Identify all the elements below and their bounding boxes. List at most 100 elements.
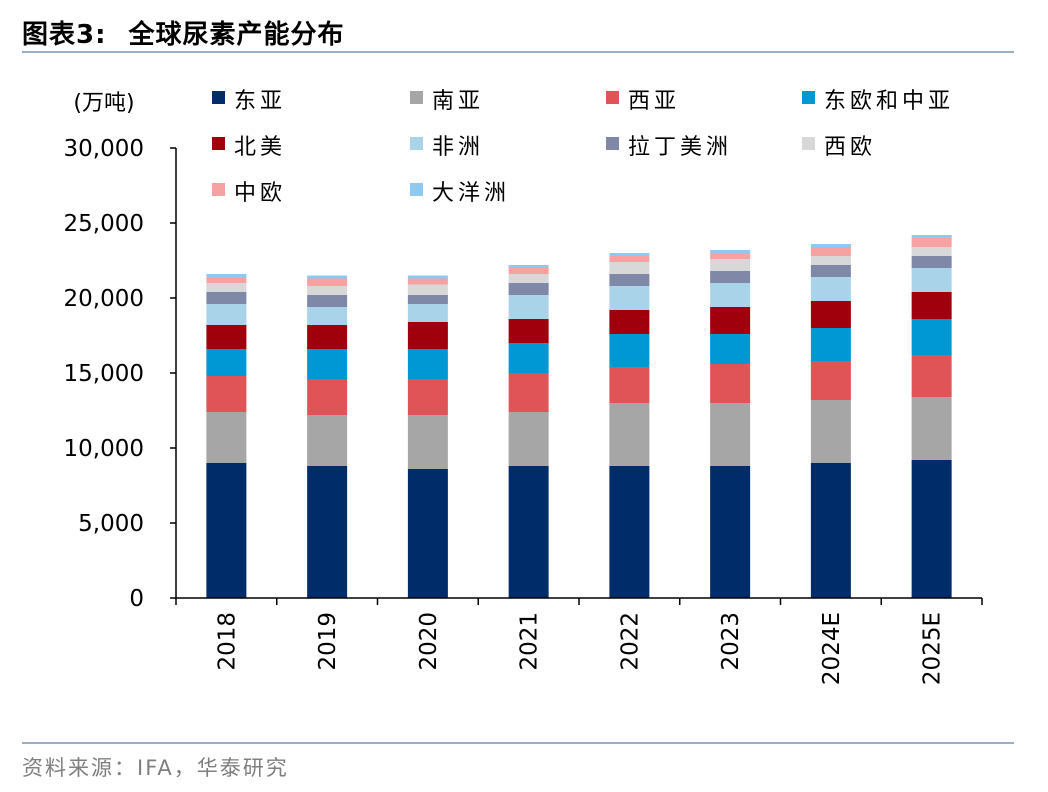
bar-segment	[407, 322, 448, 349]
figure-title-text: 全球尿素产能分布	[128, 20, 345, 50]
bar-segment	[911, 319, 952, 355]
bar-segment	[810, 256, 851, 265]
bar-segment	[810, 361, 851, 400]
bar-segment	[710, 259, 751, 271]
x-tick-label: 2022	[617, 612, 643, 671]
bar-segment	[407, 304, 448, 322]
x-tick-label: 2025E	[920, 612, 946, 685]
x-tick-label: 2019	[315, 612, 341, 671]
legend-swatch	[802, 91, 815, 104]
legend-swatch	[410, 137, 423, 150]
bar-segment	[609, 274, 650, 286]
bar-segment	[307, 415, 348, 466]
bar-segment	[307, 349, 348, 379]
bar-segment	[206, 412, 247, 463]
bar-segment	[508, 295, 549, 319]
bar-segment	[508, 265, 549, 268]
bar-segment	[307, 295, 348, 307]
bar-segment	[508, 268, 549, 274]
bar-segment	[508, 319, 549, 343]
y-tick-label: 25,000	[64, 211, 144, 237]
title-divider	[22, 51, 1014, 53]
bar-segment	[508, 283, 549, 295]
bar-segment	[407, 349, 448, 379]
bar-segment	[508, 466, 549, 598]
bar-segment	[206, 277, 247, 283]
legend-swatch	[212, 137, 225, 150]
bar-segment	[710, 334, 751, 364]
bar-segment	[307, 307, 348, 325]
bar-segment	[609, 367, 650, 403]
bar-segment	[710, 250, 751, 253]
bar-segment	[307, 466, 348, 598]
legend-label: 东欧和中亚	[824, 89, 954, 114]
bar-segment	[206, 325, 247, 349]
bar-segment	[407, 295, 448, 304]
bar-segment	[911, 355, 952, 397]
figure-title: 图表3: 全球尿素产能分布	[22, 14, 345, 51]
bar-segment	[810, 301, 851, 328]
bar-segment	[609, 286, 650, 310]
bar-segment	[810, 400, 851, 463]
bar-segment	[609, 256, 650, 262]
bar-segment	[710, 466, 751, 598]
y-tick-label: 20,000	[64, 286, 144, 312]
bar-segment	[911, 397, 952, 460]
legend-label: 南亚	[432, 89, 484, 114]
bar-segment	[407, 284, 448, 295]
bar-segment	[206, 463, 247, 598]
bar-segment	[710, 253, 751, 259]
bar-segment	[911, 256, 952, 268]
bar-segment	[609, 310, 650, 334]
bar-segment	[508, 274, 549, 283]
bar-segment	[508, 343, 549, 373]
bar-segment	[911, 247, 952, 256]
legend-swatch	[606, 137, 619, 150]
bar-segment	[911, 292, 952, 319]
bar-segment	[810, 265, 851, 277]
legend-label: 西欧	[824, 135, 876, 160]
bar-segment	[206, 274, 247, 277]
bar-segment	[206, 292, 247, 304]
bar-segment	[609, 334, 650, 367]
bar-segment	[609, 262, 650, 274]
bar-segment	[307, 278, 348, 286]
source-note: 资料来源：IFA，华泰研究	[22, 756, 289, 780]
x-tick-label: 2018	[214, 612, 240, 671]
legend-label: 北美	[234, 135, 286, 160]
legend-swatch	[606, 91, 619, 104]
x-tick-label: 2023	[718, 612, 744, 671]
bar-segment	[810, 247, 851, 256]
bar-segment	[710, 283, 751, 307]
bar-segment	[407, 379, 448, 415]
bar-segment	[810, 277, 851, 301]
bar-segment	[206, 376, 247, 412]
figure-label: 图表3:	[22, 20, 107, 50]
legend-swatch	[410, 183, 423, 196]
bar-segment	[911, 238, 952, 247]
bar-segment	[307, 286, 348, 295]
y-unit-label: (万吨)	[73, 91, 134, 116]
bar-segment	[206, 304, 247, 325]
bars-layer	[206, 235, 952, 598]
x-tick-label: 2020	[416, 612, 442, 671]
bar-segment	[609, 403, 650, 466]
legend-swatch	[212, 183, 225, 196]
bar-segment	[206, 349, 247, 376]
legend-label: 非洲	[432, 135, 484, 160]
bar-segment	[407, 275, 448, 279]
y-tick-label: 5,000	[78, 511, 144, 537]
bar-segment	[710, 364, 751, 403]
bar-segment	[810, 328, 851, 361]
source-divider	[22, 742, 1014, 744]
bar-segment	[911, 460, 952, 598]
bar-segment	[710, 271, 751, 283]
y-tick-label: 30,000	[64, 136, 144, 162]
legend-label: 中欧	[234, 181, 286, 206]
legend-swatch	[410, 91, 423, 104]
legend-label: 大洋洲	[432, 181, 510, 206]
bar-segment	[609, 466, 650, 598]
bar-segment	[810, 244, 851, 247]
bar-segment	[307, 325, 348, 349]
